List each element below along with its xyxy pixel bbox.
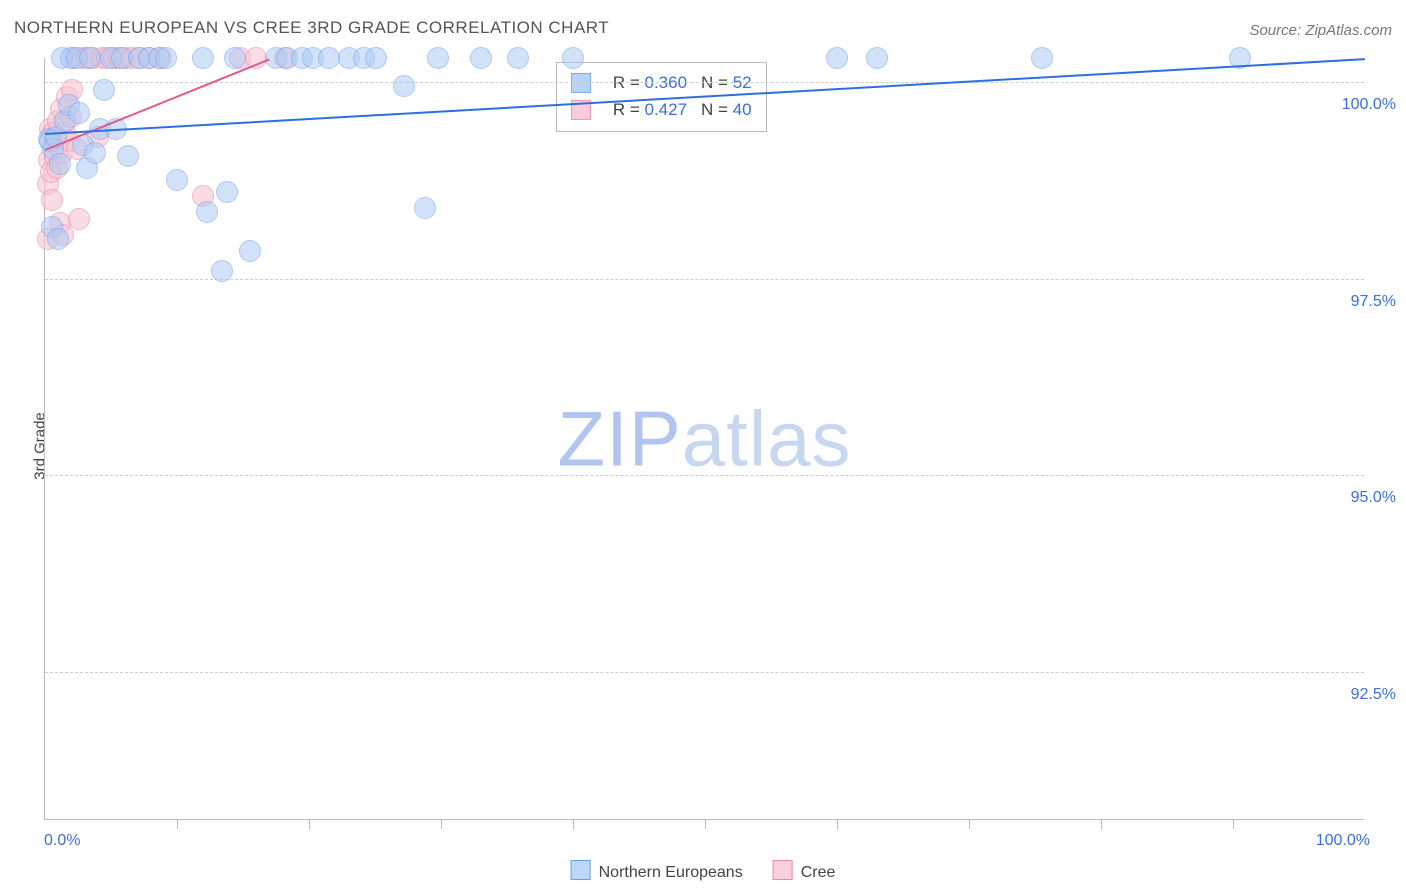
y-tick-label: 97.5% bbox=[1351, 293, 1396, 311]
gridline bbox=[45, 82, 1364, 83]
x-tick bbox=[573, 819, 574, 829]
data-point bbox=[393, 75, 415, 97]
y-tick-label: 92.5% bbox=[1351, 686, 1396, 704]
data-point bbox=[318, 47, 340, 69]
data-point bbox=[216, 181, 238, 203]
stats-row-series-b: R = 0.427 N = 40 bbox=[571, 96, 752, 123]
legend-item-b: Cree bbox=[773, 860, 836, 882]
series-b-r-value: 0.427 bbox=[644, 100, 687, 119]
chart-title: NORTHERN EUROPEAN VS CREE 3RD GRADE CORR… bbox=[14, 18, 609, 38]
x-tick bbox=[969, 819, 970, 829]
source-attribution: Source: ZipAtlas.com bbox=[1249, 22, 1392, 39]
x-tick bbox=[1233, 819, 1234, 829]
data-point bbox=[196, 201, 218, 223]
data-point bbox=[192, 47, 214, 69]
legend-label-a: Northern Europeans bbox=[599, 864, 743, 881]
watermark-light: atlas bbox=[682, 394, 852, 482]
data-point bbox=[507, 47, 529, 69]
data-point bbox=[47, 228, 69, 250]
x-tick bbox=[441, 819, 442, 829]
legend-swatch-b bbox=[773, 860, 793, 880]
gridline bbox=[45, 475, 1364, 476]
watermark: ZIPatlas bbox=[557, 393, 851, 484]
x-axis-start-label: 0.0% bbox=[44, 832, 80, 850]
data-point bbox=[239, 240, 261, 262]
data-point bbox=[117, 145, 139, 167]
x-axis-end-label: 100.0% bbox=[1316, 832, 1370, 850]
x-tick bbox=[177, 819, 178, 829]
x-tick bbox=[1101, 819, 1102, 829]
x-tick bbox=[837, 819, 838, 829]
bottom-legend: Northern Europeans Cree bbox=[571, 860, 836, 882]
data-point bbox=[224, 47, 246, 69]
legend-swatch-a bbox=[571, 860, 591, 880]
data-point bbox=[79, 47, 101, 69]
data-point bbox=[68, 102, 90, 124]
gridline bbox=[45, 672, 1364, 673]
data-point bbox=[365, 47, 387, 69]
y-tick-label: 100.0% bbox=[1342, 96, 1396, 114]
watermark-bold: ZIP bbox=[557, 394, 681, 482]
legend-label-b: Cree bbox=[801, 864, 836, 881]
data-point bbox=[49, 153, 71, 175]
x-tick bbox=[705, 819, 706, 829]
data-point bbox=[1031, 47, 1053, 69]
data-point bbox=[166, 169, 188, 191]
data-point bbox=[211, 260, 233, 282]
data-point bbox=[866, 47, 888, 69]
series-b-n-value: 40 bbox=[733, 100, 752, 119]
data-point bbox=[470, 47, 492, 69]
gridline bbox=[45, 279, 1364, 280]
data-point bbox=[41, 189, 63, 211]
data-point bbox=[68, 208, 90, 230]
data-point bbox=[427, 47, 449, 69]
x-tick bbox=[309, 819, 310, 829]
scatter-plot-area: ZIPatlas R = 0.360 N = 52 R = 0.427 N = … bbox=[44, 58, 1364, 820]
data-point bbox=[93, 79, 115, 101]
data-point bbox=[155, 47, 177, 69]
data-point bbox=[414, 197, 436, 219]
data-point bbox=[84, 142, 106, 164]
data-point bbox=[562, 47, 584, 69]
data-point bbox=[826, 47, 848, 69]
y-tick-label: 95.0% bbox=[1351, 489, 1396, 507]
legend-item-a: Northern Europeans bbox=[571, 860, 743, 882]
